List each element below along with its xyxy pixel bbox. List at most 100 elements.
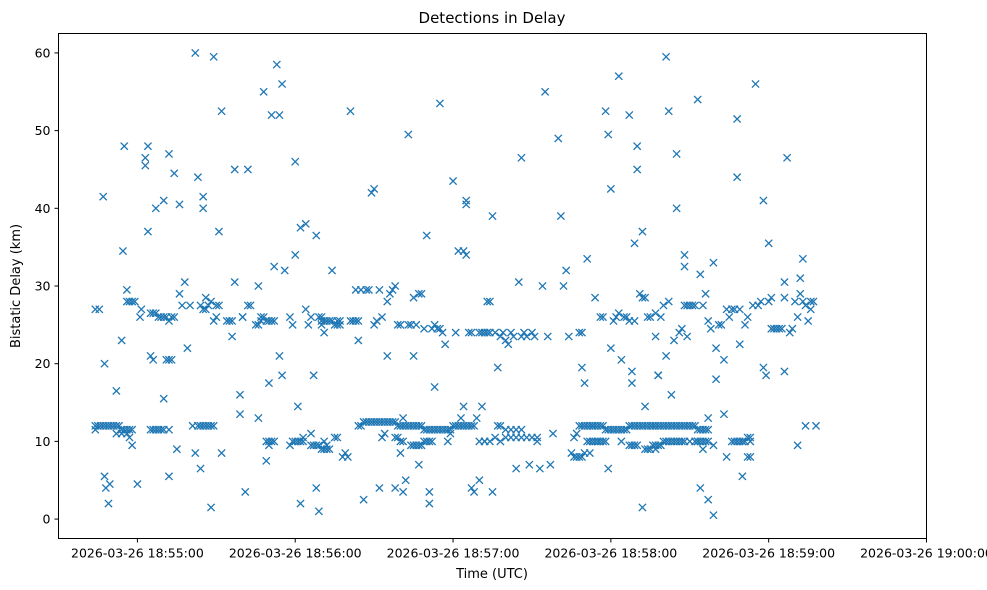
data-point-70 — [217, 107, 226, 116]
data-point-266 — [614, 72, 623, 81]
data-point-444 — [417, 421, 426, 430]
data-point-319 — [698, 445, 707, 454]
data-point-372 — [790, 297, 800, 306]
data-point-375 — [796, 289, 805, 298]
data-point-327 — [709, 511, 718, 520]
data-point-103 — [278, 371, 287, 380]
data-point-93 — [270, 316, 279, 326]
data-point-26 — [149, 309, 158, 318]
data-point-195 — [448, 177, 458, 186]
data-point-400 — [125, 425, 134, 434]
data-point-6 — [104, 499, 113, 508]
data-point-336 — [725, 313, 734, 322]
x-axis-label: Time (UTC) — [455, 567, 528, 582]
data-point-210 — [477, 402, 487, 411]
data-point-116 — [301, 219, 310, 228]
y-tick-label-0: 0 — [43, 512, 51, 527]
data-point-129 — [320, 437, 329, 446]
data-point-551 — [314, 441, 323, 450]
data-point-313 — [690, 301, 700, 310]
data-point-242 — [559, 281, 568, 291]
data-point-343 — [735, 340, 744, 349]
data-point-57 — [199, 204, 208, 213]
data-point-271 — [622, 313, 631, 322]
data-point-380 — [801, 421, 810, 430]
data-point-562 — [414, 441, 423, 450]
data-point-466 — [496, 421, 505, 430]
data-point-279 — [633, 142, 642, 151]
data-point-153 — [370, 320, 379, 329]
data-point-212 — [483, 297, 492, 306]
data-point-71 — [217, 448, 226, 458]
data-point-556 — [393, 433, 402, 442]
data-point-85 — [259, 87, 268, 96]
data-point-55 — [193, 173, 202, 182]
data-point-524 — [238, 313, 247, 322]
data-point-36 — [159, 394, 168, 403]
data-point-119 — [306, 313, 316, 322]
data-point-223 — [509, 332, 518, 341]
data-point-382 — [806, 305, 815, 314]
data-point-248 — [575, 328, 584, 337]
data-point-554 — [322, 445, 331, 454]
data-point-359 — [764, 239, 773, 248]
data-point-421 — [356, 421, 366, 430]
data-point-522 — [225, 316, 234, 326]
data-point-146 — [354, 336, 363, 345]
data-point-243 — [562, 266, 571, 275]
data-point-312 — [688, 301, 697, 310]
data-point-329 — [712, 375, 721, 384]
data-point-59 — [201, 293, 210, 302]
x-tick-label-4: 2026-03-26 18:59:00 — [702, 546, 835, 561]
data-point-112 — [293, 402, 302, 411]
data-point-244 — [564, 332, 573, 341]
data-point-35 — [170, 313, 179, 322]
data-point-541 — [264, 441, 273, 450]
data-point-283 — [638, 293, 647, 302]
data-point-167 — [396, 448, 405, 458]
data-point-64 — [209, 52, 218, 61]
data-point-623 — [738, 437, 747, 446]
data-point-17 — [128, 441, 137, 450]
data-point-144 — [354, 316, 363, 326]
data-point-3 — [100, 359, 109, 368]
y-tick-label-2: 20 — [35, 356, 51, 371]
data-point-221 — [504, 340, 513, 349]
data-point-141 — [346, 107, 355, 116]
data-point-50 — [180, 278, 189, 287]
data-point-180 — [414, 460, 423, 469]
data-point-179 — [417, 289, 426, 298]
data-point-346 — [740, 320, 750, 329]
data-point-133 — [330, 433, 339, 442]
data-point-246 — [569, 433, 579, 442]
data-point-105 — [278, 79, 287, 89]
data-point-97 — [262, 456, 271, 465]
data-point-122 — [312, 231, 321, 240]
data-point-199 — [459, 402, 468, 411]
data-point-34 — [167, 313, 176, 322]
data-point-75 — [228, 332, 237, 341]
data-point-514 — [688, 421, 697, 430]
data-point-4 — [100, 472, 109, 481]
data-point-367 — [780, 367, 789, 376]
data-point-148 — [359, 495, 368, 504]
data-point-525 — [251, 320, 260, 329]
data-point-117 — [301, 305, 310, 314]
data-point-63 — [206, 503, 216, 512]
data-point-295 — [659, 301, 668, 310]
data-point-301 — [669, 336, 679, 345]
data-point-345 — [738, 472, 747, 481]
data-point-349 — [746, 452, 755, 461]
data-point-278 — [633, 165, 642, 174]
data-point-384 — [809, 297, 818, 306]
data-point-489 — [622, 425, 631, 434]
data-point-316 — [696, 270, 705, 279]
y-tick-label-5: 50 — [35, 123, 51, 138]
data-point-464 — [470, 421, 479, 430]
data-point-174 — [404, 130, 413, 139]
data-point-535 — [335, 320, 345, 329]
data-point-531 — [325, 316, 334, 326]
data-point-250 — [577, 363, 586, 372]
data-point-113 — [296, 223, 305, 232]
